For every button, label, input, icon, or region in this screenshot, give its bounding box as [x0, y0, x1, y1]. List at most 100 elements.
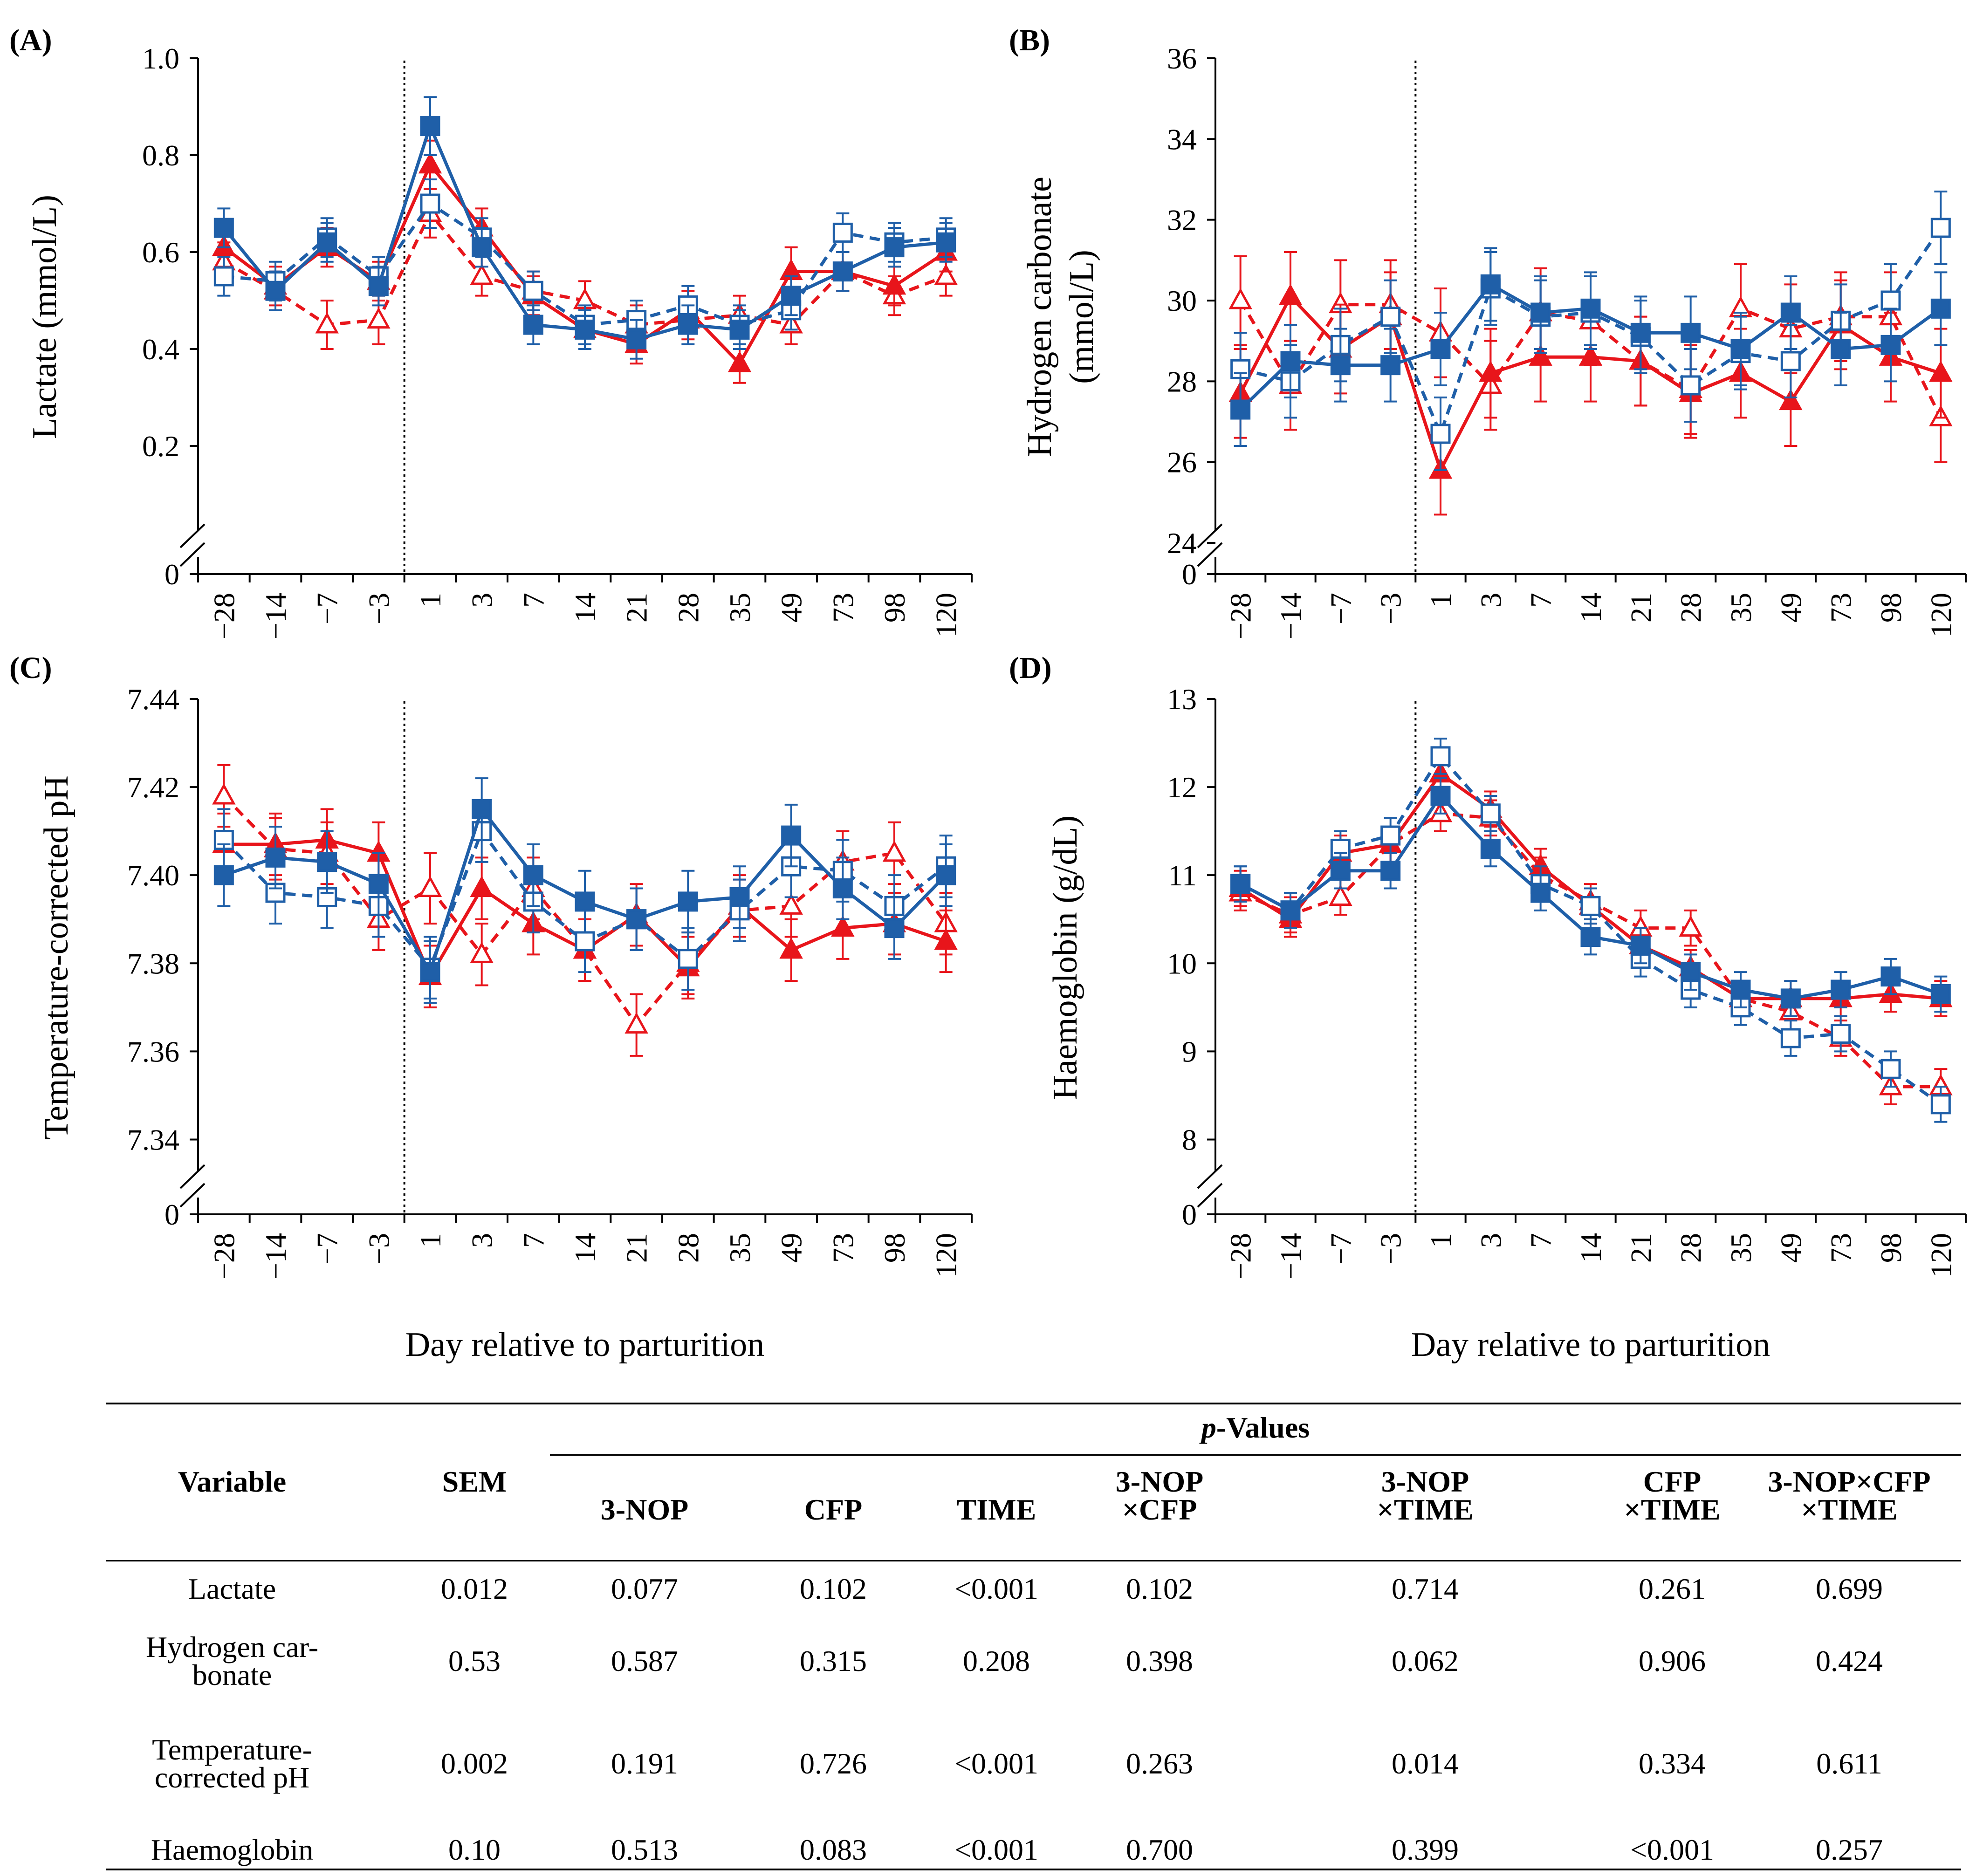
x-tick-label: −14 [259, 1233, 292, 1280]
table-cell-nop: 0.587 [611, 1644, 678, 1677]
data-point [882, 840, 906, 862]
y-tick-label: 0.2 [142, 430, 179, 463]
y-tick-label: 34 [1167, 123, 1197, 156]
data-point [1230, 874, 1251, 894]
table-cell-time: <0.001 [954, 1572, 1039, 1605]
data-point [626, 909, 647, 930]
data-point [1681, 322, 1701, 343]
data-point [368, 874, 389, 894]
data-point [1730, 979, 1751, 1000]
y-tick-label: 0 [165, 558, 179, 591]
x-tick-label: 35 [1724, 593, 1757, 623]
data-point [1330, 355, 1351, 376]
data-point [213, 218, 234, 238]
x-tick-label: 3 [466, 593, 499, 608]
header-bottom-rule [106, 1560, 1961, 1561]
x-tick-label: 28 [672, 593, 705, 623]
x-tick-label: 3 [1474, 1233, 1507, 1248]
x-tick-label: 21 [1624, 593, 1657, 623]
y-axis-label: (mmol/L) [1063, 250, 1101, 384]
x-tick-label: −28 [207, 593, 240, 639]
data-point [884, 237, 905, 258]
axis-break-mark [179, 1183, 206, 1208]
data-point [1580, 896, 1601, 916]
y-tick-label: 36 [1167, 42, 1197, 75]
data-point [472, 799, 492, 819]
table-cell-cfp: 0.083 [800, 1833, 867, 1866]
col-3nop: 3-NOP [600, 1493, 689, 1526]
variable-name-line: Lactate [188, 1572, 276, 1605]
data-point [317, 232, 337, 253]
table-cell-three-way: 0.699 [1816, 1572, 1883, 1605]
data-point [1779, 389, 1803, 411]
data-point [315, 312, 339, 334]
data-point [523, 315, 543, 335]
x-tick-label: 14 [569, 1233, 602, 1263]
x-tick-label: 28 [1674, 1233, 1708, 1263]
pvalues-rule [550, 1454, 1961, 1456]
x-tick-label: −7 [311, 593, 344, 624]
data-point [1880, 290, 1901, 311]
series [213, 96, 956, 360]
y-tick-label: 0 [1182, 558, 1197, 591]
data-point [1280, 351, 1301, 371]
table-cell-time: <0.001 [954, 1747, 1039, 1780]
x-tick-label: 120 [930, 1233, 963, 1278]
y-axis-label: Haemoglobin (g/dL) [1046, 815, 1084, 1100]
x-tick-label: 73 [826, 1233, 859, 1263]
data-point [1930, 218, 1951, 238]
data-point [420, 962, 440, 982]
table-cell-sem: 0.53 [448, 1644, 501, 1677]
panel-c: (C) 0 7.34 7.36 7.38 7.40 7.42 7.44 −28 −14 −7 −3 1 3… [9, 651, 973, 1364]
x-tick-label: 120 [1924, 1233, 1957, 1278]
axis-break-mark [179, 1164, 206, 1189]
col-variable: Variable [178, 1465, 287, 1498]
series [1230, 247, 1951, 447]
data-point [1630, 322, 1651, 343]
data-point [470, 942, 494, 963]
x-tick-label: 7 [517, 1233, 550, 1248]
data-point [470, 263, 494, 285]
data-point [1880, 966, 1901, 987]
data-point [882, 273, 906, 295]
data-point [1831, 979, 1851, 1000]
x-tick-label: −28 [1224, 1233, 1257, 1280]
data-point [1479, 360, 1503, 382]
table-cell-nop-time: 0.062 [1392, 1644, 1459, 1677]
data-point [934, 263, 958, 285]
data-point [678, 949, 698, 969]
x-tick-label: 1 [1424, 1233, 1457, 1248]
x-tick-label: 35 [723, 1233, 756, 1263]
data-point [626, 329, 647, 349]
x-tick-label: −3 [362, 1233, 395, 1265]
data-point [727, 351, 752, 372]
series [213, 777, 956, 1004]
x-tick-label: 49 [1774, 593, 1807, 623]
y-tick-label: 30 [1167, 284, 1197, 317]
table-top-rule [106, 1403, 1961, 1404]
x-axis-label: Day relative to parturition [1411, 1326, 1770, 1364]
data-point [729, 887, 750, 907]
table-cell-cfp: 0.726 [800, 1747, 867, 1780]
x-tick-label: −3 [362, 593, 395, 624]
x-tick-label: 49 [1774, 1233, 1807, 1263]
y-tick-label: 7.38 [127, 947, 179, 980]
panel-label: (D) [1009, 651, 1052, 685]
data-point [420, 193, 440, 214]
data-point [678, 315, 698, 335]
data-point [1330, 861, 1351, 881]
data-point [729, 319, 750, 340]
x-tick-label: 14 [569, 593, 602, 623]
y-tick-label: 7.42 [127, 771, 179, 804]
data-point [1230, 399, 1251, 420]
figure-panels: (A)00.20.40.60.81.0−28 −14 −7 −3 1 3 7 14 21 28 35… [9, 23, 1967, 1364]
col-cfp: CFP [804, 1493, 863, 1526]
data-point [212, 783, 236, 805]
x-tick-label: 73 [1825, 593, 1858, 623]
data-point [1280, 900, 1301, 921]
data-point [936, 232, 956, 253]
data-point [1430, 746, 1451, 767]
x-tick-label: 98 [878, 593, 911, 623]
x-tick-label: −3 [1374, 593, 1407, 624]
table-cell-nop-cfp: 0.700 [1126, 1833, 1193, 1866]
